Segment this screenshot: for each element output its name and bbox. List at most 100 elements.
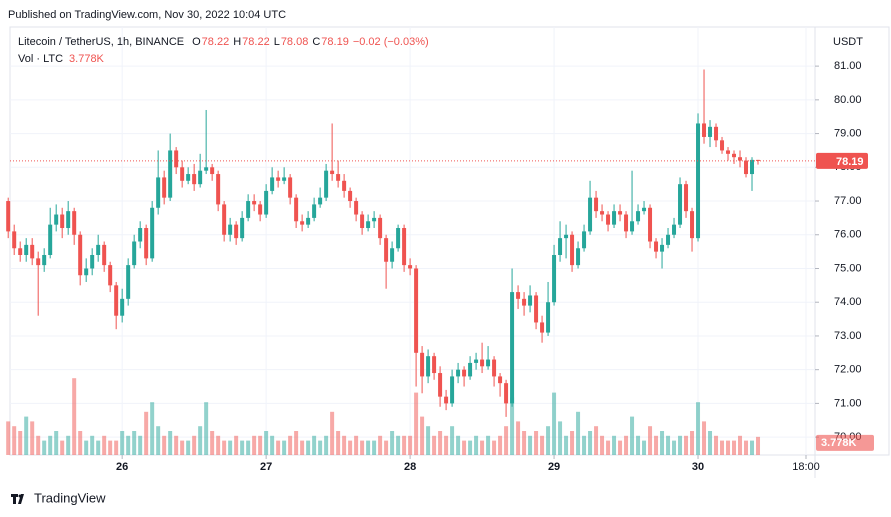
volume-bar (606, 440, 611, 455)
volume-bar (516, 421, 521, 455)
volume-bar (342, 435, 347, 455)
candle-body (24, 244, 29, 255)
volume-bar (180, 440, 185, 455)
volume-bar (528, 435, 533, 455)
candle-body (84, 268, 89, 276)
candle-body (288, 177, 293, 198)
candle-body (462, 369, 467, 377)
volume-bar (444, 435, 449, 455)
candle-body (594, 197, 599, 212)
candle-body (660, 244, 665, 252)
volume-bar (618, 440, 623, 455)
candle-body (36, 258, 41, 266)
volume-bar (576, 411, 581, 455)
candle-body (258, 204, 263, 215)
volume-bar (144, 411, 149, 455)
volume-bar (510, 397, 515, 455)
candle-body (642, 207, 647, 212)
volume-bar (372, 440, 377, 455)
volume-bar (138, 435, 143, 455)
volume-bar (534, 431, 539, 455)
volume-bar (36, 435, 41, 455)
volume-bar (276, 440, 281, 455)
volume-bar (132, 431, 137, 455)
candle-body (564, 234, 569, 239)
ohlc-key: L (274, 36, 280, 48)
y-tick-label: 81.00 (834, 60, 862, 72)
candle-body (156, 177, 161, 208)
volume-bar (102, 435, 107, 455)
candle-body (312, 204, 317, 218)
volume-bar (582, 435, 587, 455)
candle-body (54, 214, 59, 225)
candle-body (330, 170, 335, 175)
brand-logo (11, 494, 24, 504)
candle-body (114, 285, 119, 316)
volume-bar (474, 435, 479, 455)
volume-bar (492, 440, 497, 455)
volume-bar (114, 440, 119, 455)
candle-body (270, 177, 275, 191)
candle-body (486, 359, 491, 367)
volume-bar (72, 378, 77, 455)
candle-body (300, 221, 305, 225)
volume-bar (600, 435, 605, 455)
volume-bar (720, 440, 725, 455)
candle-body (246, 201, 251, 218)
candle-body (450, 376, 455, 404)
volume-bar (318, 440, 323, 455)
volume-bar (168, 431, 173, 455)
volume-bar (636, 435, 641, 455)
ohlc-value: 78.22 (202, 36, 230, 48)
candle-body (78, 234, 83, 276)
candle-body (354, 201, 359, 215)
ohlc-value: 78.22 (242, 36, 270, 48)
candle-body (468, 362, 473, 377)
grid (10, 27, 815, 455)
volume-bar (438, 431, 443, 455)
candle-body (120, 298, 125, 316)
candle-body (414, 268, 419, 353)
volume-bar (612, 435, 617, 455)
candle-body (690, 211, 695, 239)
volume-bar (654, 435, 659, 455)
published-note: Published on TradingView.com, Nov 30, 20… (8, 9, 286, 21)
candle-body (318, 197, 323, 205)
volume-bar (588, 431, 593, 455)
volume-bar (306, 440, 311, 455)
volume-bar (204, 402, 209, 455)
candle-body (276, 177, 281, 181)
volume-bar (66, 435, 71, 455)
y-tick-label: 77.00 (834, 195, 862, 207)
volume-bar (750, 440, 755, 455)
y-tick-label: 76.00 (834, 229, 862, 241)
volume-bar (48, 435, 53, 455)
volume-bar (360, 440, 365, 455)
candle-body (90, 254, 95, 269)
volume-bar (156, 426, 161, 455)
candle-body (264, 190, 269, 215)
candle-body (666, 234, 671, 245)
candle-body (240, 217, 245, 239)
candle-body (378, 217, 383, 239)
candle-body (726, 150, 731, 154)
candle-body (576, 248, 581, 266)
volume-bar (468, 440, 473, 455)
volume-bar (120, 431, 125, 455)
volume-bar (108, 440, 113, 455)
candle-body (756, 159, 761, 161)
volume-bar (552, 392, 557, 455)
candle-body (192, 174, 197, 185)
candle-body (516, 292, 521, 299)
x-tick-label: 29 (548, 461, 560, 473)
candle-body (366, 221, 371, 229)
candle-body (618, 211, 623, 215)
candle-body (306, 217, 311, 225)
currency-label: USDT (833, 36, 863, 48)
x-tick-label: 28 (404, 461, 416, 473)
volume-bar (198, 426, 203, 455)
volume-bar (522, 431, 527, 455)
candle-body (294, 197, 299, 222)
volume-bar (594, 426, 599, 455)
volume-bar (6, 421, 11, 455)
